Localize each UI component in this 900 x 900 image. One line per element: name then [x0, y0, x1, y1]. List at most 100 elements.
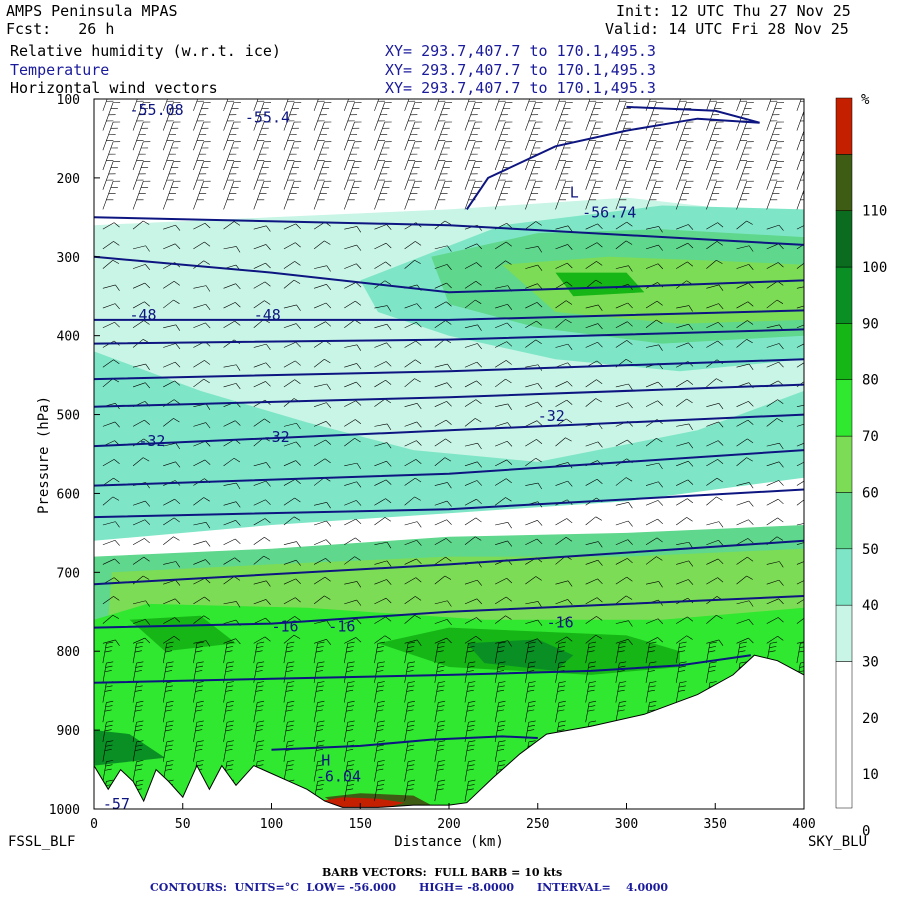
wind-barb-384: [404, 577, 422, 585]
wind-barb-335: [374, 323, 392, 330]
wind-barb-282: [313, 681, 325, 703]
wind-barb-98: [163, 617, 181, 624]
forecast-hour: Fcst: 26 h: [6, 20, 115, 38]
wind-barb-607: [585, 700, 597, 723]
wind-barb-239: [283, 559, 301, 566]
colorbar-bin-0: [835, 661, 853, 809]
wind-barb-737: [706, 440, 724, 447]
wind-barb-45: [132, 282, 151, 289]
wind-barb-815: [766, 561, 784, 568]
rh-region-11: [466, 639, 574, 671]
wind-barb-479: [495, 322, 513, 329]
wind-barb-499: [494, 700, 506, 723]
contour-label-13: -6.04: [316, 767, 361, 785]
wind-barb-38: [132, 121, 151, 151]
wind-barb-257: [313, 180, 332, 210]
wind-barb-834: [796, 225, 804, 230]
wind-barb-124: [193, 422, 211, 429]
isotherm-12: [94, 654, 751, 684]
wind-barb-385: [404, 596, 422, 605]
wind-barb-641: [615, 661, 627, 683]
x-tick-label-5: 250: [526, 817, 549, 832]
wind-barb-732: [706, 340, 724, 348]
wind-barb-581: [585, 180, 603, 210]
wind-barb-620: [615, 265, 633, 272]
x-tick-label-8: 400: [792, 817, 815, 832]
wind-barb-175: [223, 700, 234, 723]
wind-barb-597: [585, 516, 602, 526]
wind-barb-256: [313, 161, 332, 190]
wind-barb-329: [374, 180, 392, 210]
wind-barb-399: [434, 141, 453, 171]
wind-barb-400: [434, 161, 453, 190]
wind-barb-407: [434, 320, 452, 329]
wind-barb-52: [132, 419, 150, 427]
wind-barb-691: [676, 242, 694, 250]
wind-barb-176: [223, 720, 234, 742]
wind-barb-180: [253, 99, 265, 111]
wind-barb-731: [706, 322, 724, 329]
wind-barb-488: [494, 497, 512, 506]
wind-barb-289: [343, 101, 362, 131]
wind-barb-565: [555, 599, 573, 605]
wind-barb-409: [434, 363, 452, 370]
wind-barb-235: [283, 478, 301, 486]
wind-barb-401: [434, 180, 453, 210]
wind-barb-476: [494, 260, 512, 269]
wind-barb-457: [464, 598, 483, 605]
wind-barb-40: [132, 161, 151, 190]
rh-region-1: [94, 351, 804, 541]
wind-barb-110: [193, 121, 211, 151]
wind-barb-199: [253, 480, 271, 487]
wind-barb-90: [163, 461, 181, 468]
wind-barb-363: [404, 141, 422, 171]
wind-barb-669: [645, 518, 663, 526]
wind-barb-248: [283, 720, 295, 742]
barb-note: BARB VECTORS: FULL BARB = 10 kts: [322, 866, 563, 879]
wind-barb-345: [374, 517, 391, 526]
wind-barb-397: [434, 101, 453, 131]
wind-barb-843: [796, 404, 804, 407]
wind-barb-418: [434, 538, 452, 545]
wind-barb-505: [525, 101, 543, 131]
wind-barb-632: [615, 502, 633, 509]
wind-barb-571: [555, 700, 566, 723]
wind-barb-10: [102, 303, 120, 310]
wind-barb-268: [313, 421, 332, 427]
wind-barb-306: [344, 462, 362, 470]
wind-barb-227: [283, 323, 301, 330]
wind-barb-144: [223, 99, 235, 111]
wind-barb-769: [736, 363, 754, 370]
wind-barb-836: [796, 262, 804, 269]
wind-barb-381: [404, 521, 422, 528]
wind-barb-410: [434, 382, 452, 389]
wind-barb-489: [495, 522, 512, 529]
wind-barb-619: [615, 240, 633, 250]
wind-barb-696: [676, 342, 694, 349]
wind-barb-634: [615, 539, 633, 545]
wind-barb-593: [585, 441, 603, 448]
wind-barb-707: [676, 560, 694, 567]
colorbar-tick-0: 0: [862, 824, 870, 840]
wind-barb-311: [344, 556, 361, 565]
wind-barb-618: [615, 221, 633, 230]
wind-barb-2: [102, 121, 121, 151]
wind-barb-174: [223, 681, 234, 703]
wind-barb-167: [223, 557, 241, 565]
wind-barb-600: [585, 578, 603, 585]
wind-barb-447: [464, 399, 482, 407]
wind-barb-810: [766, 461, 784, 468]
wind-barb-595: [585, 478, 603, 486]
wind-barb-190: [253, 300, 271, 309]
wind-barb-140: [193, 720, 204, 742]
wind-barb-494: [494, 615, 512, 624]
wind-barb-706: [676, 541, 693, 549]
wind-barb-854: [796, 617, 804, 624]
x-tick-label-6: 300: [615, 817, 638, 832]
colorbar-tick-11: 110: [862, 204, 887, 220]
wind-barb-348: [374, 579, 392, 585]
wind-barb-93: [163, 517, 180, 526]
wind-barb-359: [374, 779, 385, 802]
wind-barb-432: [464, 99, 476, 111]
wind-barb-493: [494, 596, 512, 605]
